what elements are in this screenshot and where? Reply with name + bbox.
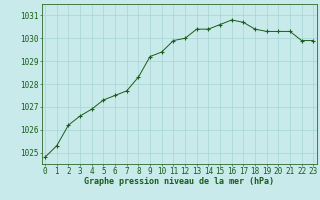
X-axis label: Graphe pression niveau de la mer (hPa): Graphe pression niveau de la mer (hPa) (84, 177, 274, 186)
